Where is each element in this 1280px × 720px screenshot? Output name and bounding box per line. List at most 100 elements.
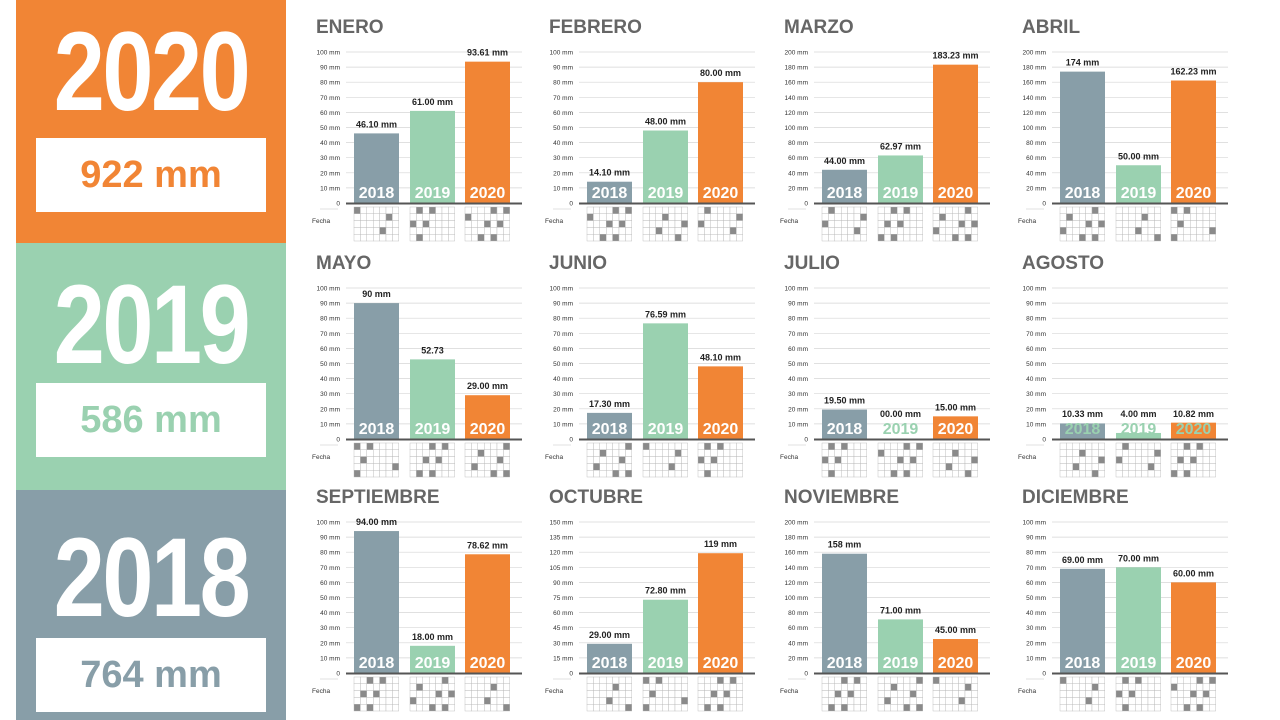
day-cell xyxy=(939,690,946,698)
day-cell xyxy=(409,233,417,242)
day-cell xyxy=(890,456,898,464)
day-cell xyxy=(1170,220,1178,228)
rain-day-cell xyxy=(490,683,498,691)
day-cell xyxy=(428,213,436,221)
day-cell xyxy=(1154,703,1161,712)
day-cell xyxy=(471,227,478,235)
day-cell xyxy=(435,233,443,242)
day-cell xyxy=(1098,227,1106,235)
y-tick-label: 10 mm xyxy=(1026,655,1046,662)
day-cell xyxy=(1066,683,1074,691)
day-cell xyxy=(951,690,959,698)
day-cell xyxy=(1196,233,1204,242)
day-cell xyxy=(1202,676,1210,685)
day-cell xyxy=(1059,697,1067,705)
bar-year-label: 2020 xyxy=(1176,185,1212,202)
y-tick-label: 70 mm xyxy=(553,331,573,338)
rain-day-cell xyxy=(366,676,374,685)
day-cell xyxy=(1202,206,1210,215)
day-cell xyxy=(477,213,485,221)
day-grid-2020 xyxy=(464,676,510,712)
day-cell xyxy=(1115,697,1123,705)
y-tick-label: 160 mm xyxy=(785,550,808,557)
day-cell xyxy=(896,683,904,691)
day-cell xyxy=(1196,206,1204,215)
day-cell xyxy=(1072,449,1080,457)
day-cell xyxy=(503,233,510,242)
day-cell xyxy=(593,697,601,705)
value-label: 29.00 mm xyxy=(467,381,508,391)
value-label: 90 mm xyxy=(362,289,391,299)
y-tick-label: 20 mm xyxy=(1026,406,1046,413)
day-cell xyxy=(1209,449,1216,457)
day-cell xyxy=(385,206,393,215)
day-cell xyxy=(593,220,601,228)
y-tick-label: 75 mm xyxy=(553,595,573,602)
day-cell xyxy=(649,697,657,705)
rain-day-cell xyxy=(697,220,705,228)
day-cell xyxy=(1134,206,1142,215)
day-cell xyxy=(736,449,743,457)
day-cell xyxy=(392,697,400,705)
day-cell xyxy=(1066,703,1074,712)
day-cell xyxy=(1085,227,1093,235)
day-cell xyxy=(1066,690,1074,698)
day-cell xyxy=(625,220,633,228)
day-cell xyxy=(1177,227,1184,235)
day-cell xyxy=(586,690,594,698)
day-cell xyxy=(496,213,504,221)
y-tick-label: 60 mm xyxy=(788,346,808,353)
value-label: 48.10 mm xyxy=(700,352,741,362)
chart-title: SEPTIEMBRE xyxy=(316,487,440,508)
day-cell xyxy=(422,449,430,457)
day-cell xyxy=(661,683,669,691)
day-cell xyxy=(496,442,504,451)
day-grid-2018 xyxy=(353,206,400,242)
rain-day-cell xyxy=(890,233,898,242)
bar-year-label: 2019 xyxy=(648,421,684,438)
day-cell xyxy=(1085,690,1093,698)
bar-year-label: 2020 xyxy=(703,655,739,672)
day-cell xyxy=(860,469,868,478)
day-cell xyxy=(379,442,387,451)
day-cell xyxy=(681,469,688,478)
day-cell xyxy=(1115,206,1123,215)
day-cell xyxy=(668,683,676,691)
day-cell xyxy=(896,206,904,215)
day-cell xyxy=(971,213,978,221)
day-cell xyxy=(681,442,688,451)
day-cell xyxy=(909,227,917,235)
day-cell xyxy=(1072,442,1080,451)
day-cell xyxy=(853,463,861,471)
day-cell xyxy=(1066,442,1074,451)
day-cell xyxy=(697,690,705,698)
y-tick-label: 90 mm xyxy=(788,301,808,308)
day-cell xyxy=(853,449,861,457)
day-cell xyxy=(642,463,650,471)
day-cell xyxy=(903,463,911,471)
day-cell xyxy=(964,227,972,235)
day-cell xyxy=(674,697,682,705)
bar-2019 xyxy=(643,130,688,203)
rain-day-cell xyxy=(909,456,917,464)
bar-2018 xyxy=(587,181,632,203)
day-cell xyxy=(1078,220,1086,228)
day-cell xyxy=(422,233,430,242)
rain-day-cell xyxy=(704,703,711,712)
day-cell xyxy=(649,683,657,691)
rain-day-cell xyxy=(710,456,718,464)
day-cell xyxy=(1202,703,1210,712)
day-cell xyxy=(655,683,663,691)
day-cell xyxy=(681,449,688,457)
day-cell xyxy=(409,213,417,221)
day-cell xyxy=(1115,213,1123,221)
day-cell xyxy=(903,676,911,685)
day-cell xyxy=(1078,703,1086,712)
day-cell xyxy=(884,233,892,242)
value-label: 119 mm xyxy=(704,539,737,549)
y-tick-label: 80 mm xyxy=(788,610,808,617)
y-tick-label: 100 mm xyxy=(1023,286,1046,293)
y-tick-label: 200 mm xyxy=(1023,50,1046,57)
rain-day-cell xyxy=(1170,206,1178,215)
bar-year-label: 2020 xyxy=(470,185,506,202)
